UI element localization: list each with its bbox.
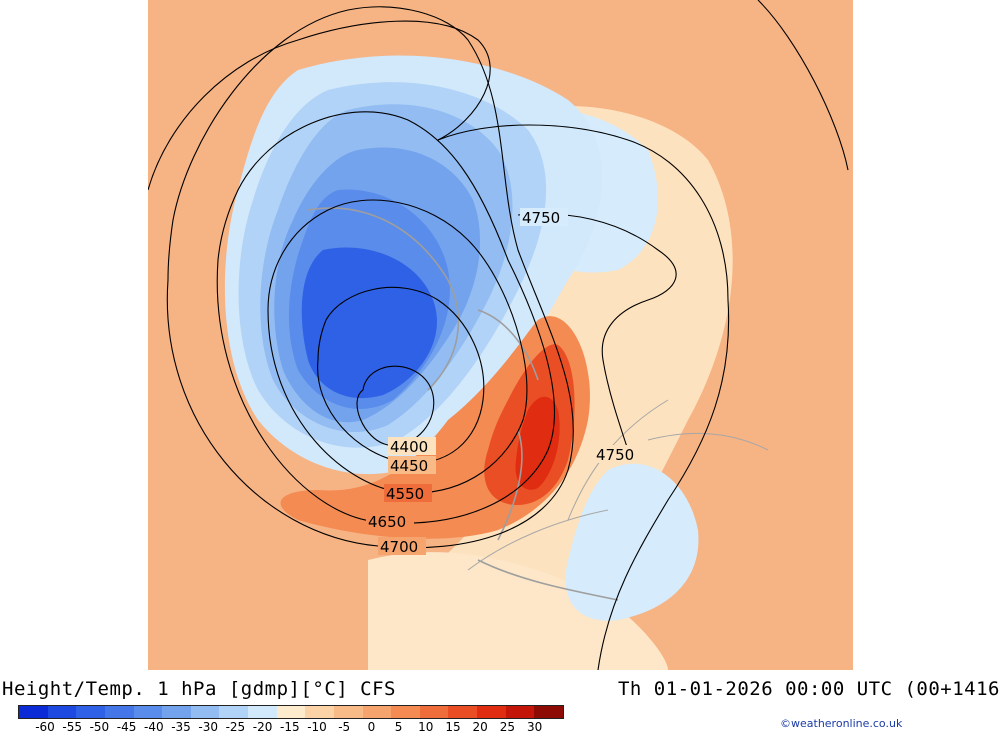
colorbar-label: 0: [367, 720, 376, 734]
colorbar-segment: [47, 706, 77, 718]
colorbar-segment: [133, 706, 163, 718]
colorbar-label: 15: [445, 720, 461, 734]
colorbar-label: 10: [418, 720, 434, 734]
contour-4550: [267, 199, 528, 494]
colorbar-label: -15: [279, 720, 300, 734]
colorbar-segment: [419, 706, 449, 718]
contour-labels: 4400 4450 4550 4650 4700 4750 4750: [366, 208, 642, 556]
colorbar-label: -20: [252, 720, 273, 734]
contour-4400: [356, 365, 435, 446]
colorbar-segment: [362, 706, 392, 718]
colorbar-segment: [19, 706, 48, 718]
contour-4450: [317, 286, 485, 464]
colorbar-label: 25: [499, 720, 516, 734]
colorbar-label: -25: [225, 720, 246, 734]
colorbar-label: -60: [35, 720, 55, 734]
contour-4650: [216, 111, 555, 524]
contour-label-4750-north: 4750: [522, 209, 560, 227]
contour-label-4700: 4700: [380, 538, 418, 556]
contour-label-4750-south: 4750: [596, 446, 634, 464]
weather-map: 4400 4450 4550 4650 4700 4750 4750: [148, 0, 853, 670]
credit-link[interactable]: ©weatheronline.co.uk: [780, 717, 903, 730]
colorbar-label: -45: [116, 720, 137, 734]
height-contours: [148, 0, 849, 670]
contour-4750-inner: [517, 213, 677, 451]
contour-4750-east: [437, 124, 730, 670]
colorbar-label: -35: [171, 720, 191, 734]
vortex-core: [301, 247, 437, 399]
colorbar-segment: [448, 706, 477, 718]
contour-label-4650: 4650: [368, 513, 406, 531]
colorbar-label: 20: [472, 720, 488, 734]
contour-label-4400: 4400: [390, 438, 428, 456]
colorbar-segment: [333, 706, 363, 718]
colorbar-segment: [162, 706, 191, 718]
contour-4700: [166, 6, 574, 549]
colorbar-labels: -60 -55 -50 -45 -40 -35 -30 -25 -20 -15 -10 -5 0 5 10 1…: [0, 720, 600, 734]
colorbar-segment: [534, 706, 563, 718]
colorbar-segment: [276, 706, 306, 718]
coastline: [307, 207, 619, 601]
colorbar-segment: [505, 706, 535, 718]
colorbar-label: -5: [338, 720, 351, 734]
colorbar-label: -40: [143, 720, 164, 734]
colorbar-segment: [104, 706, 134, 718]
colorbar-segment: [305, 706, 334, 718]
colorbar-label: -10: [307, 720, 327, 734]
colorbar-segment: [248, 706, 277, 718]
map-valid-time: Th 01-01-2026 00:00 UTC (00+1416: [617, 678, 1000, 700]
colorbar-segment: [477, 706, 506, 718]
contour-label-4450: 4450: [390, 457, 428, 475]
contour-outer-ne: [757, 0, 849, 171]
warm-core: [515, 396, 560, 490]
contour-label-4550: 4550: [386, 485, 424, 503]
colorbar-label: 30: [526, 720, 543, 734]
colorbar-label: -50: [89, 720, 110, 734]
colorbar-segment: [391, 706, 420, 718]
contour-4750-north: [148, 20, 491, 191]
cream-region-south: [368, 552, 668, 670]
colorbar-label: -55: [62, 720, 82, 734]
colorbar-segment: [190, 706, 220, 718]
colorbar-segment: [76, 706, 105, 718]
colorbar-label: 5: [394, 720, 403, 734]
colorbar-label: -30: [198, 720, 218, 734]
map-title: Height/Temp. 1 hPa [gdmp][°C] CFS: [2, 678, 396, 700]
temperature-colorbar: [18, 705, 564, 719]
cold-region-europe: [565, 463, 699, 621]
colorbar-segment: [219, 706, 248, 718]
